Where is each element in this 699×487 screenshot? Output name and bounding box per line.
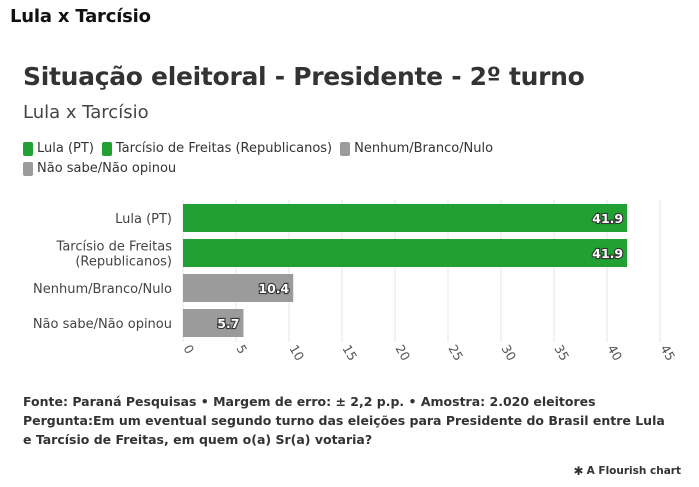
chart-legend: Lula (PT) Tarcísio de Freitas (Republican…: [23, 140, 543, 177]
bar[interactable]: [183, 274, 294, 302]
page-header: Lula x Tarcísio: [10, 6, 151, 27]
category-label: (Republicanos): [75, 255, 172, 270]
footer-question: Pergunta:Em um eventual segundo turno da…: [23, 413, 665, 447]
chart-title: Situação eleitoral - Presidente - 2º tur…: [23, 62, 585, 91]
legend-item[interactable]: Tarcísio de Freitas (Republicanos): [101, 140, 333, 157]
bar[interactable]: [183, 204, 628, 232]
category-label: Lula (PT): [115, 212, 172, 227]
chart-subtitle: Lula x Tarcísio: [23, 102, 149, 123]
x-tick-label: 15: [339, 342, 360, 363]
bar[interactable]: [183, 239, 628, 267]
x-tick-label: 0: [180, 342, 197, 356]
legend-item[interactable]: Nenhum/Branco/Nulo: [340, 140, 493, 157]
bar-chart: 0 5 10 15 20 25 30 35 40 45 41.9 Lula (PT) 41.9 Tarcí…: [33, 200, 678, 363]
legend-label: Nenhum/Branco/Nulo: [354, 141, 494, 156]
flourish-credit-link[interactable]: ✱ A Flourish chart: [574, 464, 681, 478]
x-tick-label: 25: [445, 342, 466, 363]
flourish-logo-icon: ✱: [573, 464, 584, 478]
legend-swatch: [23, 141, 33, 156]
legend-item[interactable]: Não sabe/Não opinou: [23, 160, 176, 177]
legend-label: Lula (PT): [37, 141, 94, 156]
x-tick-label: 20: [392, 342, 413, 363]
x-tick-label: 30: [498, 342, 519, 363]
bar-value-label: 41.9: [592, 211, 623, 226]
x-tick-label: 40: [604, 342, 625, 363]
legend-swatch: [101, 141, 112, 156]
bar[interactable]: [183, 309, 244, 337]
bar-value-label: 10.4: [258, 281, 289, 296]
legend-label: Não sabe/Não opinou: [37, 161, 177, 176]
legend-swatch: [340, 141, 351, 156]
legend-item[interactable]: Lula (PT): [23, 140, 94, 157]
bar-value-label: 41.9: [592, 246, 623, 261]
x-tick-label: 5: [233, 342, 250, 356]
category-label: Nenhum/Branco/Nulo: [33, 282, 172, 297]
x-tick-label: 45: [657, 342, 678, 363]
flourish-credit-label: A Flourish chart: [586, 465, 681, 477]
x-tick-label: 10: [286, 342, 307, 363]
bar-value-label: 5.7: [217, 316, 239, 331]
legend-swatch: [23, 161, 33, 176]
footer-source: Fonte: Paraná Pesquisas • Margem de erro…: [23, 394, 596, 409]
category-label: Tarcísio de Freitas: [56, 240, 173, 255]
legend-label: Tarcísio de Freitas (Republicanos): [115, 141, 333, 156]
x-tick-label: 35: [551, 342, 572, 363]
category-label: Não sabe/Não opinou: [33, 317, 172, 332]
